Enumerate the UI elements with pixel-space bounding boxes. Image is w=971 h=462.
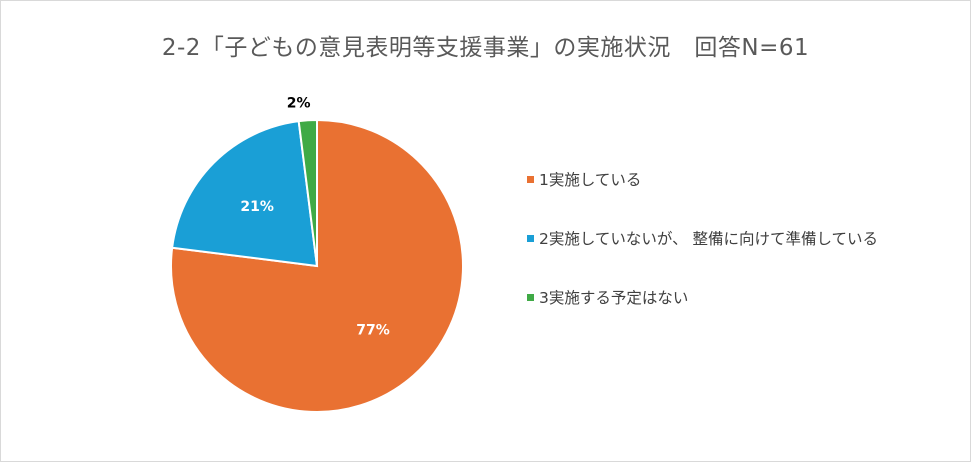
legend-item-1: 1実施している xyxy=(527,168,878,190)
pie-slice-label-2: 21% xyxy=(240,199,274,215)
legend-label-1: 1実施している xyxy=(539,171,642,189)
legend-swatch-1 xyxy=(527,175,534,183)
legend-swatch-3 xyxy=(527,293,534,301)
chart-title: 2-2「子どもの意見表明等支援事業」の実施状況 回答N=61 xyxy=(161,35,810,61)
pie-slice-3 xyxy=(297,118,318,267)
legend-swatch-2 xyxy=(527,234,534,242)
legend-item-3: 3実施する予定はない xyxy=(527,286,878,308)
legend-item-2: 2実施していないが、 整備に向けて準備している xyxy=(527,227,878,249)
chart-legend: 1実施している 2実施していないが、 整備に向けて準備している 3実施する予定はない xyxy=(527,168,878,345)
pie-slice-2 xyxy=(171,120,319,268)
legend-label-3: 3実施する予定はない xyxy=(539,289,689,307)
legend-label-2: 2実施していないが、 整備に向けて準備している xyxy=(539,230,879,248)
pie-slice-label-3: 2% xyxy=(287,95,311,111)
pie-slice-label-1: 77% xyxy=(356,323,390,339)
